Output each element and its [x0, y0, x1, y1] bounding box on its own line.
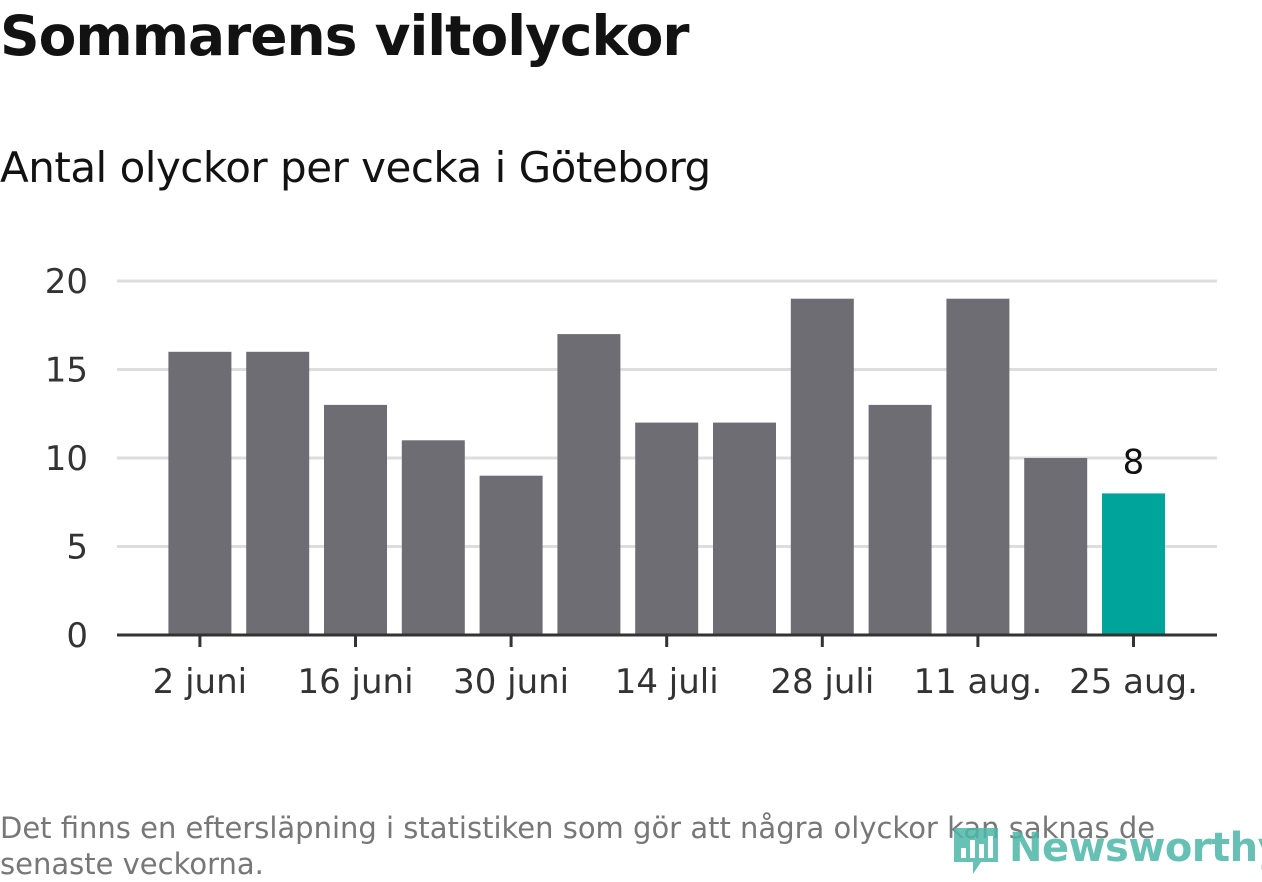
newsworthy-logo-text: Newsworthy	[1009, 825, 1262, 871]
axes	[117, 633, 1217, 647]
newsworthy-logo: Newsworthy	[951, 818, 1262, 878]
x-tick-label: 28 juli	[770, 662, 874, 702]
chart-title: Sommarens viltolyckor	[0, 4, 690, 68]
bar	[168, 351, 232, 635]
x-tick-label: 16 juni	[297, 662, 413, 702]
x-tick-label: 14 juli	[615, 662, 719, 702]
bar-chart: 0 5 10 15 20 2 juni 16 juni 30 juni 14 juli 28 ju…	[45, 262, 1217, 702]
y-tick-label: 20	[45, 262, 88, 302]
x-tick-label: 30 juni	[453, 662, 569, 702]
bar	[557, 334, 621, 635]
bar	[790, 298, 854, 635]
y-tick-label: 5	[66, 528, 88, 568]
y-tick-label: 10	[45, 439, 88, 479]
bars	[168, 298, 1165, 635]
bar	[868, 404, 932, 635]
x-tick-label: 11 aug.	[913, 662, 1042, 702]
bar	[635, 422, 699, 635]
data-label: 8	[1123, 442, 1145, 482]
bar	[946, 298, 1010, 635]
bar	[246, 351, 310, 635]
bar-highlight	[1102, 493, 1165, 635]
bar	[1024, 458, 1088, 635]
y-tick-label: 0	[66, 616, 88, 656]
x-tick-label: 2 juni	[153, 662, 247, 702]
labels: 0 5 10 15 20 2 juni 16 juni 30 juni 14 juli 28 ju…	[45, 262, 1198, 702]
chart-subtitle: Antal olyckor per vecka i Göteborg	[0, 143, 711, 192]
newsworthy-logo-icon	[954, 828, 998, 874]
x-tick-label: 25 aug.	[1069, 662, 1198, 702]
bar	[401, 440, 465, 635]
y-tick-label: 15	[45, 351, 88, 391]
bar	[713, 422, 776, 635]
bar	[324, 404, 387, 635]
bar	[479, 475, 543, 635]
